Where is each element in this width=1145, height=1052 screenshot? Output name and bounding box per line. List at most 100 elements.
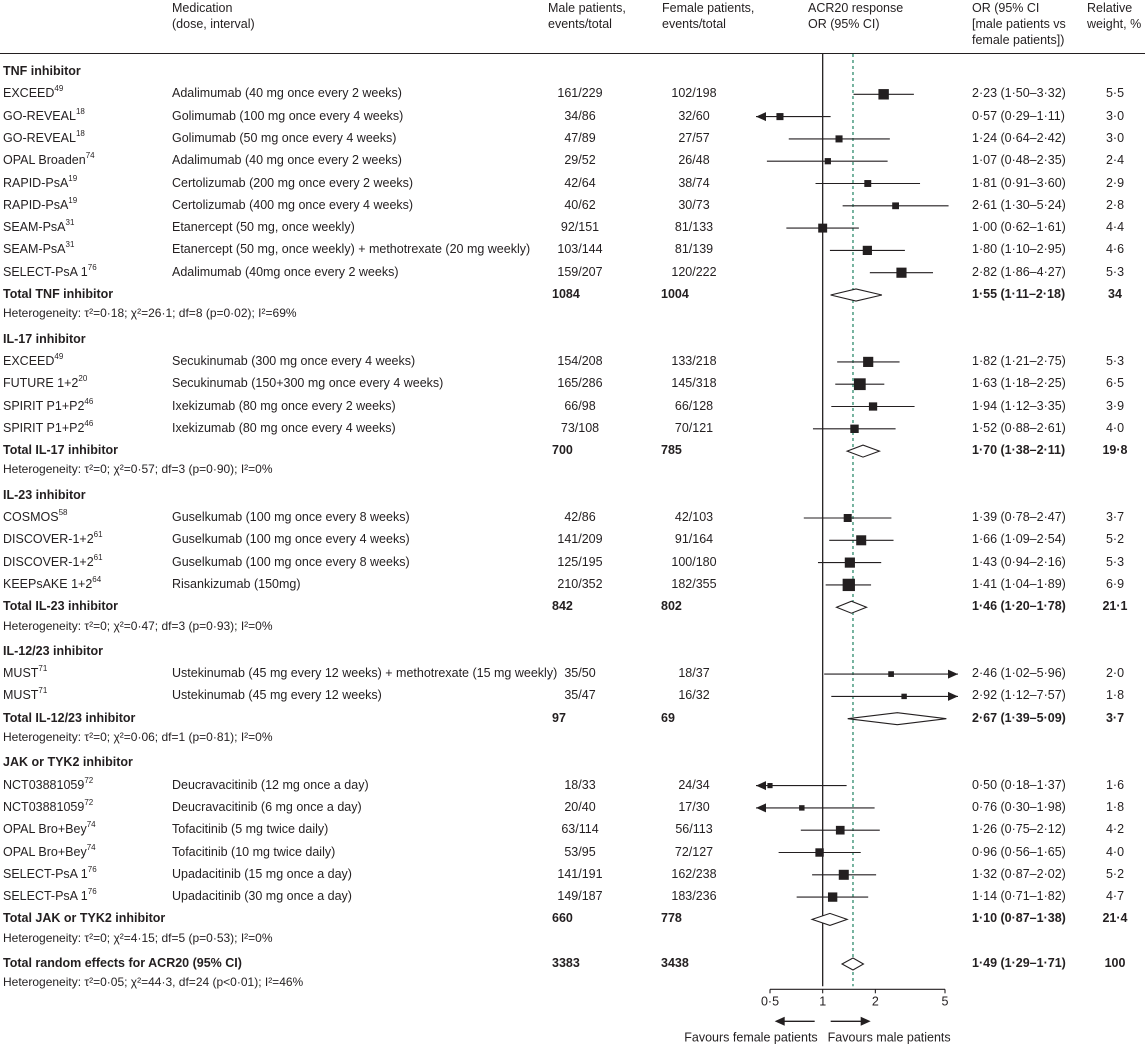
subtotal-row: Total JAK or TYK2 inhibitor 660 778 1·10 (0… [0,908,1145,930]
study-reference: 46 [84,418,94,428]
ci-arrow-left [756,781,766,791]
relative-weight: 4·7 [1105,889,1125,904]
male-events: 141/209 [557,532,603,547]
study-reference: 72 [84,775,94,785]
odds-ratio-ci: 1·63 (1·18–2·25) [972,376,1066,391]
odds-ratio-ci: 1·39 (0·78–2·47) [972,510,1066,524]
favours-female-label: Favours female patients [684,1030,817,1044]
female-events: 162/238 [671,866,717,881]
odds-ratio-ci: 1·32 (0·87–2·02) [972,866,1066,881]
heterogeneity-stats: Heterogeneity: τ²=0·05; χ²=44·3, df=24 (… [3,975,304,990]
relative-weight: 4·2 [1105,822,1125,837]
table-row: OPAL Bro+Bey74 Tofacitinib (5 mg twice da… [0,819,1145,841]
subtotal-row: Total random effects for ACR20 (95% CI) 3… [0,953,1145,975]
header-rule [0,53,1145,54]
relative-weight: 34 [1108,287,1122,301]
medication-dose: Adalimumab (40 mg once every 2 weeks) [172,153,402,168]
section-label: IL-17 inhibitor [3,331,86,346]
point-estimate [827,892,838,902]
point-estimate [878,89,889,100]
study-reference: 74 [85,151,95,161]
study-reference: 61 [93,552,103,562]
study-name: MUST71 [3,686,47,702]
study-label: MUST [3,666,39,681]
x-tick-label: 0·5 [761,994,779,1008]
female-events: 30/73 [678,197,710,212]
relative-weight: 5·2 [1105,866,1125,881]
female-events: 32/60 [678,108,710,123]
relative-weight: 5·3 [1105,264,1125,279]
study-reference: 46 [84,396,94,406]
female-events: 145/318 [671,376,717,391]
heterogeneity-stats: Heterogeneity: τ²=0·18; χ²=26·1; df=8 (p… [3,306,297,321]
female-events: 18/37 [678,666,710,681]
study-name: SPIRIT P1+P246 [3,418,94,435]
male-events: 165/286 [557,376,603,391]
point-estimate [862,245,872,256]
study-label: SPIRIT P1+P2 [3,420,85,435]
female-events: 3438 [661,956,689,970]
pooled-diamond [810,912,849,926]
point-estimate [864,180,872,187]
col-header-or: OR (95% CI [male patients vs female patien… [972,1,1066,47]
medication-dose: Guselkumab (100 mg once every 4 weeks) [172,532,410,547]
relative-weight: 4·6 [1105,242,1125,257]
study-label: SELECT-PsA 1 [3,264,88,279]
female-events: 183/236 [671,889,717,904]
male-events: 53/95 [564,844,596,859]
study-reference: 19 [68,173,78,183]
female-events: 72/127 [674,844,714,859]
study-name: RAPID-PsA19 [3,195,78,212]
table-row: GO-REVEAL18 Golimumab (50 mg once every 4… [0,128,1145,150]
study-reference: 19 [68,195,78,205]
point-estimate [896,267,907,278]
odds-ratio-ci: 0·57 (0·29–1·11) [972,108,1065,123]
male-events: 63/114 [561,822,599,837]
table-row: SELECT-PsA 176 Upadacitinib (15 mg once a… [0,864,1145,886]
odds-ratio-ci: 0·76 (0·30–1·98) [972,799,1066,814]
male-events: 1084 [552,287,580,301]
total-label: Total random effects for ACR20 (95% CI) [3,956,242,970]
section-label: JAK or TYK2 inhibitor [3,755,133,770]
total-label: Total IL-12/23 inhibitor [3,710,136,725]
col-header-weight: Relative weight, % [1087,1,1142,31]
study-label: NCT03881059 [3,799,85,814]
male-events: 149/187 [557,889,603,904]
study-name: NCT0388105972 [3,798,93,814]
table-row: OPAL Bro+Bey74 Tofacitinib (10 mg twice d… [0,842,1145,864]
male-events: 210/352 [557,576,603,591]
study-label: SEAM-PsA [3,242,66,257]
odds-ratio-ci: 1·52 (0·88–2·61) [972,420,1066,435]
study-reference: 76 [87,262,97,272]
study-reference: 76 [87,887,97,897]
male-events: 29/52 [564,153,596,168]
study-name: COSMOS58 [3,508,67,524]
odds-ratio-ci: 1·94 (1·12–3·35) [972,398,1066,413]
male-events: 92/151 [560,220,600,235]
odds-ratio-ci: 1·10 (0·87–1·38) [972,911,1066,926]
table-row: SELECT-PsA 176 Upadacitinib (30 mg once a… [0,886,1145,908]
relative-weight: 5·5 [1105,86,1125,101]
female-events: 102/198 [671,86,717,101]
female-events: 182/355 [671,576,717,591]
medication-dose: Guselkumab (100 mg once every 8 weeks) [172,510,410,524]
study-label: NCT03881059 [3,777,85,792]
study-name: GO-REVEAL18 [3,129,85,145]
relative-weight: 5·3 [1105,554,1125,569]
heterogeneity-stats: Heterogeneity: τ²=0; χ²=0·06; df=1 (p=0·… [3,730,273,744]
relative-weight: 3·9 [1105,398,1125,413]
study-name: DISCOVER-1+261 [3,552,103,569]
table-row: SEAM-PsA31 Etanercept (50 mg, once weekly… [0,239,1145,261]
heterogeneity-stats: Heterogeneity: τ²=0; χ²=4·15; df=5 (p=0·… [3,930,273,945]
pooled-diamond [845,444,882,458]
relative-weight: 5·2 [1105,532,1125,547]
medication-dose: Ustekinumab (45 mg every 12 weeks) + met… [172,666,558,681]
study-reference: 49 [54,351,64,361]
male-events: 159/207 [557,264,603,279]
study-label: EXCEED [3,353,55,368]
female-events: 42/103 [674,510,714,524]
odds-ratio-ci: 1·80 (1·10–2·95) [972,242,1066,257]
odds-ratio-ci: 1·43 (0·94–2·16) [972,554,1066,569]
section-header: IL-17 inhibitor [0,329,1145,351]
x-tick-label: 1 [819,994,826,1008]
